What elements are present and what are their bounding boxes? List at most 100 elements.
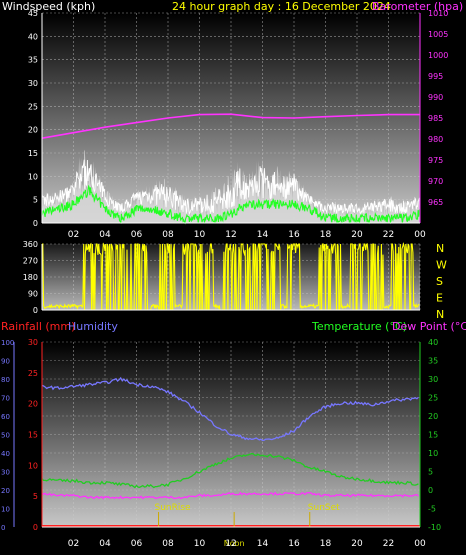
barometer-tick-label: 990 xyxy=(428,93,443,102)
humidity-tick-label: 70 xyxy=(1,395,10,403)
sun-markers: SunRise SunSet Noon xyxy=(154,503,340,548)
temperature-tick-label: 30 xyxy=(428,375,438,384)
humidity-label: Humidity xyxy=(68,320,118,333)
humidity-axis: 0 10 20 30 40 50 60 70 80 90 100 xyxy=(1,339,14,532)
x-tick-label: 06 xyxy=(131,539,143,549)
temperature-tick-label: 5 xyxy=(428,468,433,477)
x-tick-label: 12 xyxy=(225,230,236,240)
x-tick-label: 04 xyxy=(99,230,111,240)
direction-tick-label: 360 xyxy=(23,240,38,249)
windspeed-tick-label: 45 xyxy=(28,9,38,18)
rainfall-tick-label: 30 xyxy=(28,338,38,347)
temperature-axis: -10 -5 0 5 10 15 20 25 30 35 40 xyxy=(428,338,441,532)
windspeed-tick-label: 0 xyxy=(33,219,38,228)
wind-x-axis-labels: 02 04 06 08 10 12 14 16 18 20 22 00 xyxy=(68,230,426,240)
x-tick-label: 16 xyxy=(288,230,300,240)
temperature-tick-label: 20 xyxy=(428,412,438,421)
sunrise-label: SunRise xyxy=(154,503,191,513)
x-tick-label: 14 xyxy=(257,539,269,549)
barometer-axis: 965 970 975 980 985 990 995 1000 1005 1010 xyxy=(428,9,448,207)
wind-average-line xyxy=(41,184,421,225)
noon-label: Noon xyxy=(224,539,245,548)
temperature-tick-label: 35 xyxy=(428,357,438,366)
humidity-tick-label: 0 xyxy=(1,524,5,532)
compass-label: N xyxy=(436,308,444,321)
windspeed-tick-label: 5 xyxy=(33,196,38,205)
temperature-tick-label: 25 xyxy=(428,394,438,403)
x-tick-label: 22 xyxy=(383,230,394,240)
barometer-tick-label: 980 xyxy=(428,135,443,144)
x-tick-label: 08 xyxy=(162,539,174,549)
x-tick-label: 06 xyxy=(131,230,143,240)
humidity-tick-label: 10 xyxy=(1,506,10,514)
x-tick-label: 02 xyxy=(68,539,79,549)
humidity-tick-label: 100 xyxy=(1,339,14,347)
humidity-line xyxy=(41,376,419,442)
barometer-tick-label: 1010 xyxy=(428,9,448,18)
humidity-tick-label: 30 xyxy=(1,469,10,477)
x-tick-label: 10 xyxy=(194,230,206,240)
direction-tick-label: 0 xyxy=(33,306,38,315)
direction-tick-label: 90 xyxy=(28,290,38,299)
humidity-tick-label: 90 xyxy=(1,358,10,366)
windspeed-tick-label: 40 xyxy=(28,32,38,41)
humidity-tick-label: 20 xyxy=(1,487,10,495)
barometer-tick-label: 985 xyxy=(428,114,443,123)
compass-label: N xyxy=(436,242,444,255)
temperature-tick-label: 40 xyxy=(428,338,438,347)
rainfall-tick-label: 10 xyxy=(28,461,38,470)
x-tick-label: 16 xyxy=(288,539,300,549)
direction-axis: 0 90 180 270 360 xyxy=(23,240,38,315)
wind-gust-line xyxy=(41,159,421,215)
wind-gust-area xyxy=(42,149,420,223)
x-tick-label: 04 xyxy=(99,539,111,549)
barometer-tick-label: 975 xyxy=(428,156,443,165)
humidity-tick-label: 60 xyxy=(1,413,10,421)
barometer-tick-label: 1005 xyxy=(428,30,448,39)
x-tick-label: 14 xyxy=(257,230,269,240)
windspeed-tick-label: 15 xyxy=(28,149,38,158)
barometer-tick-label: 970 xyxy=(428,177,443,186)
x-tick-label: 18 xyxy=(320,539,332,549)
direction-tick-label: 270 xyxy=(23,257,38,266)
x-tick-label: 08 xyxy=(162,230,174,240)
temperature-line xyxy=(41,452,419,489)
humidity-tick-label: 40 xyxy=(1,450,10,458)
rainfall-label: Rainfall (mm) xyxy=(1,320,75,333)
x-tick-label: 22 xyxy=(383,539,394,549)
x-tick-label: 20 xyxy=(351,539,363,549)
x-tick-label: 00 xyxy=(414,539,426,549)
temperature-tick-label: -5 xyxy=(428,505,436,514)
compass-label: W xyxy=(436,259,447,272)
temperature-tick-label: -10 xyxy=(428,523,441,532)
barometer-tick-label: 1000 xyxy=(428,51,448,60)
temperature-x-axis-labels: 02 04 06 08 10 12 14 16 18 20 22 00 xyxy=(68,539,426,549)
x-tick-label: 20 xyxy=(351,230,363,240)
humidity-tick-label: 50 xyxy=(1,432,10,440)
compass-label: E xyxy=(436,292,443,305)
rainfall-tick-label: 15 xyxy=(28,431,38,440)
temperature-tick-label: 10 xyxy=(428,449,438,458)
x-tick-label: 02 xyxy=(68,230,79,240)
temperature-series xyxy=(41,376,420,527)
sunset-label: SunSet xyxy=(308,503,340,513)
wind-series xyxy=(41,113,421,225)
windspeed-tick-label: 25 xyxy=(28,102,38,111)
compass-label: S xyxy=(436,275,443,288)
barometer-tick-label: 995 xyxy=(428,72,443,81)
windspeed-tick-label: 35 xyxy=(28,56,38,65)
windspeed-tick-label: 30 xyxy=(28,79,38,88)
x-tick-label: 00 xyxy=(414,230,426,240)
x-tick-label: 18 xyxy=(320,230,332,240)
rainfall-axis: 0 5 10 15 20 25 30 xyxy=(28,338,38,532)
barometer-line xyxy=(41,113,420,139)
windspeed-label: Windspeed (kph) xyxy=(2,0,95,13)
graph-title: 24 hour graph day : 16 December 2024 xyxy=(172,0,391,13)
windspeed-tick-label: 10 xyxy=(28,172,38,181)
windspeed-axis: 0 5 10 15 20 25 30 35 40 45 xyxy=(28,9,38,228)
barometer-label: Barometer (hpa) xyxy=(372,0,463,13)
rainfall-tick-label: 25 xyxy=(28,369,38,378)
